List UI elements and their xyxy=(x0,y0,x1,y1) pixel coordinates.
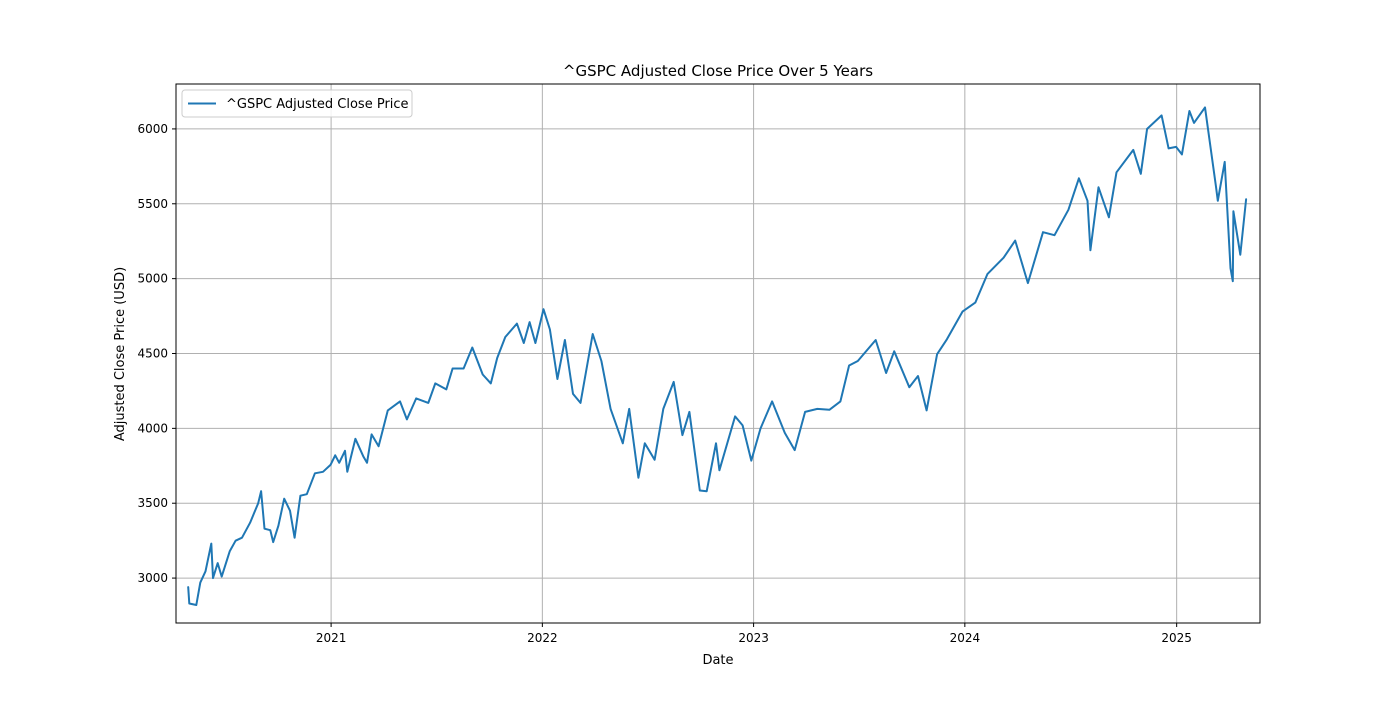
legend: ^GSPC Adjusted Close Price xyxy=(181,89,413,118)
series-line-gspc xyxy=(187,106,1248,606)
y-axis: 3000 3500 4000 4500 5000 5500 6000 xyxy=(137,122,176,585)
y-tick-label: 4000 xyxy=(137,421,168,435)
x-tick-label: 2024 xyxy=(950,631,981,645)
y-tick-label: 5500 xyxy=(137,197,168,211)
y-tick-label: 3500 xyxy=(137,496,168,510)
chart-title: ^GSPC Adjusted Close Price Over 5 Years xyxy=(563,62,873,80)
y-axis-title: Adjusted Close Price (USD) xyxy=(113,267,128,441)
x-axis: 2021 2022 2023 2024 2025 xyxy=(316,623,1192,645)
legend-label: ^GSPC Adjusted Close Price xyxy=(226,97,409,112)
grid xyxy=(176,84,1260,623)
legend-box xyxy=(181,89,413,118)
series-layer xyxy=(187,106,1248,606)
x-axis-title: Date xyxy=(702,653,733,668)
y-tick-label: 4500 xyxy=(137,347,168,361)
x-tick-label: 2021 xyxy=(316,631,347,645)
x-tick-label: 2022 xyxy=(527,631,558,645)
y-tick-label: 6000 xyxy=(137,122,168,136)
y-tick-label: 5000 xyxy=(137,272,168,286)
x-tick-label: 2025 xyxy=(1161,631,1192,645)
y-tick-label: 3000 xyxy=(137,571,168,585)
x-tick-label: 2023 xyxy=(738,631,769,645)
